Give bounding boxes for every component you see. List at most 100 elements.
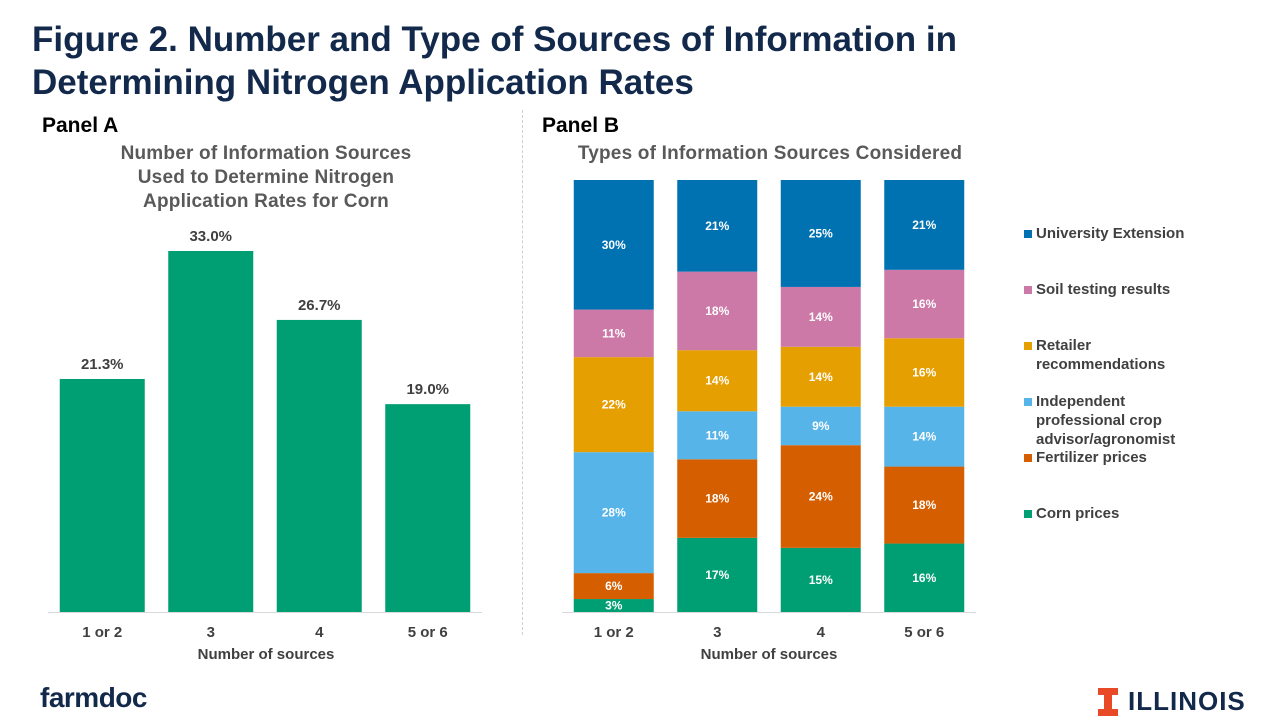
panel-b-segment-5-3 <box>884 180 965 270</box>
panel-b-segment-2-3 <box>884 406 965 467</box>
legend-item-2: Retailer recommendations <box>1024 336 1236 374</box>
panel-b-segment-4-1 <box>677 271 758 351</box>
panel-b-data-label-1-3: 18% <box>912 498 936 512</box>
legend-item-1: Soil testing results <box>1024 280 1236 299</box>
panel-b-segment-0-0 <box>573 599 654 612</box>
legend-item-5: Corn prices <box>1024 504 1236 523</box>
panel-b-data-label-4-1: 18% <box>705 304 729 318</box>
panel-b-data-label-4-3: 16% <box>912 297 936 311</box>
panel-b-label: Panel B <box>542 114 620 137</box>
panel-a-label: Panel A <box>42 114 119 137</box>
legend-label-1: Soil testing results <box>1036 281 1171 298</box>
panel-b-segment-1-0 <box>573 573 654 600</box>
panel-b-segment-2-1 <box>677 411 758 460</box>
panel-b-data-label-1-0: 6% <box>605 579 623 593</box>
panel-b-data-label-3-3: 16% <box>912 365 936 379</box>
panel-b-data-label-0-0: 3% <box>605 599 623 613</box>
illinois-logo: ILLINOIS <box>1098 686 1246 717</box>
panel-b-data-label-3-1: 14% <box>705 374 729 388</box>
legend-item-0: University Extension <box>1024 224 1236 243</box>
panel-b-data-label-2-3: 14% <box>912 430 936 444</box>
legend-label-5: Corn prices <box>1036 505 1120 522</box>
legend-swatch-4 <box>1024 454 1032 462</box>
panel-b-tick-label-1: 3 <box>713 624 721 641</box>
panel-b-data-label-1-2: 24% <box>809 490 833 504</box>
legend-label-2: Retailer recommendations <box>1036 337 1166 373</box>
panel-b-segment-3-3 <box>884 338 965 407</box>
panel-b-segment-2-2 <box>780 406 861 446</box>
figure-title-line-2: Determining Nitrogen Application Rates <box>32 63 694 102</box>
illinois-wordmark: ILLINOIS <box>1128 686 1246 716</box>
panel-b-segment-2-0 <box>573 452 654 574</box>
panel-b-data-label-2-2: 9% <box>812 419 830 433</box>
panel-a-chart-title-line-3: Application Rates for Corn <box>143 191 389 212</box>
panel-a-data-label-3: 19.0% <box>406 381 449 398</box>
panel-b-data-label-2-1: 11% <box>706 428 730 442</box>
panel-divider <box>522 110 523 635</box>
panel-a-data-label-2: 26.7% <box>298 297 341 314</box>
farmdoc-logo: farmdoc <box>40 682 147 713</box>
legend-label-3: Independent professional crop advisor/ag… <box>1036 393 1176 448</box>
panel-a-bar-1 <box>168 251 254 612</box>
legend-swatch-0 <box>1024 230 1032 238</box>
panel-a-bar-0 <box>59 378 145 612</box>
panel-b-data-label-2-0: 28% <box>602 506 626 520</box>
panel-b-segment-3-0 <box>573 357 654 453</box>
panel-b-data-label-3-0: 22% <box>602 398 626 412</box>
panel-b-segment-0-3 <box>884 543 965 612</box>
panel-b-segment-4-0 <box>573 309 654 358</box>
panel-b-data-label-3-2: 14% <box>809 370 833 384</box>
panel-b-segment-4-3 <box>884 269 965 339</box>
panel-a-tick-label-2: 4 <box>315 624 324 641</box>
panel-b-tick-label-0: 1 or 2 <box>594 624 634 641</box>
panel-a-data-label-1: 33.0% <box>189 228 232 245</box>
panel-a-chart-title-line-2: Used to Determine Nitrogen <box>137 167 395 188</box>
panel-a-bar-3 <box>385 404 471 612</box>
panel-b-segment-0-1 <box>677 537 758 612</box>
panel-b-tick-label-3: 5 or 6 <box>904 624 944 641</box>
panel-b-x-axis-title: Number of sources <box>700 646 838 663</box>
panel-a-tick-label-0: 1 or 2 <box>82 624 122 641</box>
legend-item-3: Independent professional crop advisor/ag… <box>1024 392 1236 449</box>
panel-a-x-axis-title: Number of sources <box>197 646 335 663</box>
legend-label-0: University Extension <box>1036 225 1185 242</box>
panel-b-segment-5-2 <box>780 180 861 287</box>
block-i-icon <box>1098 687 1118 716</box>
panel-a-tick-label-3: 5 or 6 <box>408 624 448 641</box>
panel-b-data-label-0-3: 16% <box>912 571 936 585</box>
panel-b-data-label-5-0: 30% <box>602 238 626 252</box>
panel-b-tick-label-2: 4 <box>817 624 826 641</box>
panel-b-chart-title: Types of Information Sources Considered <box>577 143 963 164</box>
panel-b-segment-5-1 <box>677 180 758 272</box>
panel-b-data-label-1-1: 18% <box>705 492 729 506</box>
panel-b-segment-4-2 <box>780 286 861 347</box>
panel-a-chart-title-line-1: Number of Information Sources <box>120 143 412 164</box>
legend-swatch-2 <box>1024 342 1032 350</box>
figure-title: Figure 2. Number and Type of Sources of … <box>32 18 1232 104</box>
panel-b-segment-0-2 <box>780 547 861 612</box>
panel-b-data-label-5-2: 25% <box>809 226 833 240</box>
panel-a-bar-2 <box>276 319 362 612</box>
panel-b-data-label-4-2: 14% <box>809 310 833 324</box>
panel-a-data-label-0: 21.3% <box>81 356 124 373</box>
panel-b-segment-5-0 <box>573 180 654 310</box>
panel-b-data-label-4-0: 11% <box>602 326 626 340</box>
panel-b-data-label-5-3: 21% <box>912 218 936 232</box>
panel-b-segment-3-1 <box>677 350 758 412</box>
legend-swatch-3 <box>1024 398 1032 406</box>
legend-swatch-1 <box>1024 286 1032 294</box>
panel-b-segment-1-3 <box>884 466 965 544</box>
panel-b-data-label-0-2: 15% <box>809 573 833 587</box>
panel-b-data-label-5-1: 21% <box>705 219 729 233</box>
panel-b-segment-1-2 <box>780 445 861 548</box>
panel-b-data-label-0-1: 17% <box>705 568 729 582</box>
legend-label-4: Fertilizer prices <box>1036 449 1147 466</box>
legend-item-4: Fertilizer prices <box>1024 448 1236 467</box>
panel-b-segment-1-1 <box>677 459 758 538</box>
panel-a-tick-label-1: 3 <box>207 624 215 641</box>
panel-b-segment-3-2 <box>780 346 861 407</box>
figure-title-line-1: Figure 2. Number and Type of Sources of … <box>32 20 957 59</box>
panel-a-chart-title: Number of Information Sources Used to De… <box>56 142 476 214</box>
legend-swatch-5 <box>1024 510 1032 518</box>
